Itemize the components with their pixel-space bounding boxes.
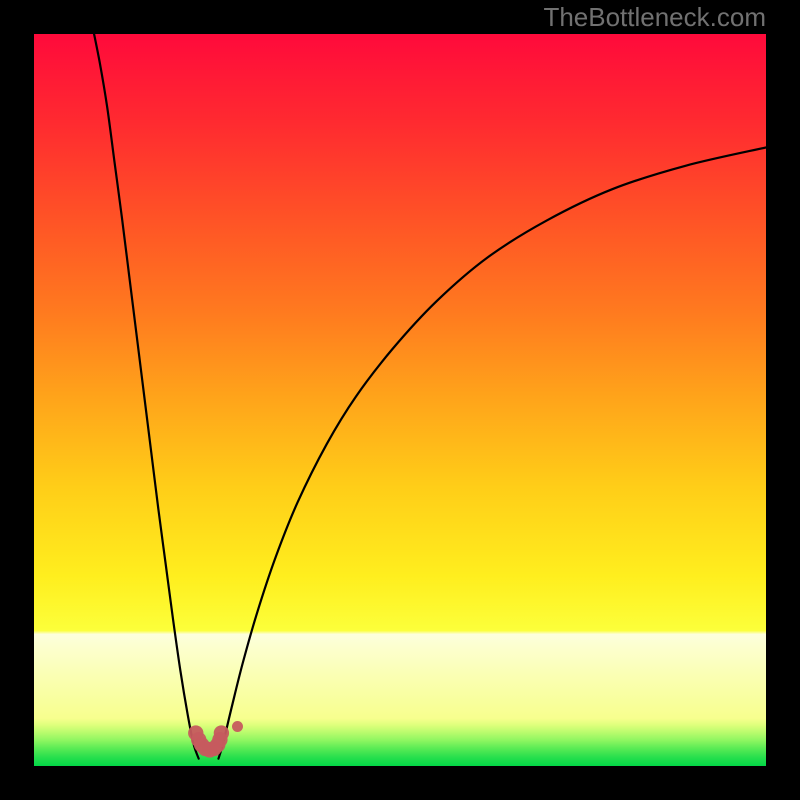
curve-right [218,147,766,758]
plot-frame [34,34,766,766]
blob-extra-dot [232,721,243,732]
chart-root: TheBottleneck.com [0,0,800,800]
watermark-text: TheBottleneck.com [543,4,766,30]
plot-svg [34,34,766,766]
blob-dot-8 [214,725,229,740]
curve-left [93,34,199,759]
